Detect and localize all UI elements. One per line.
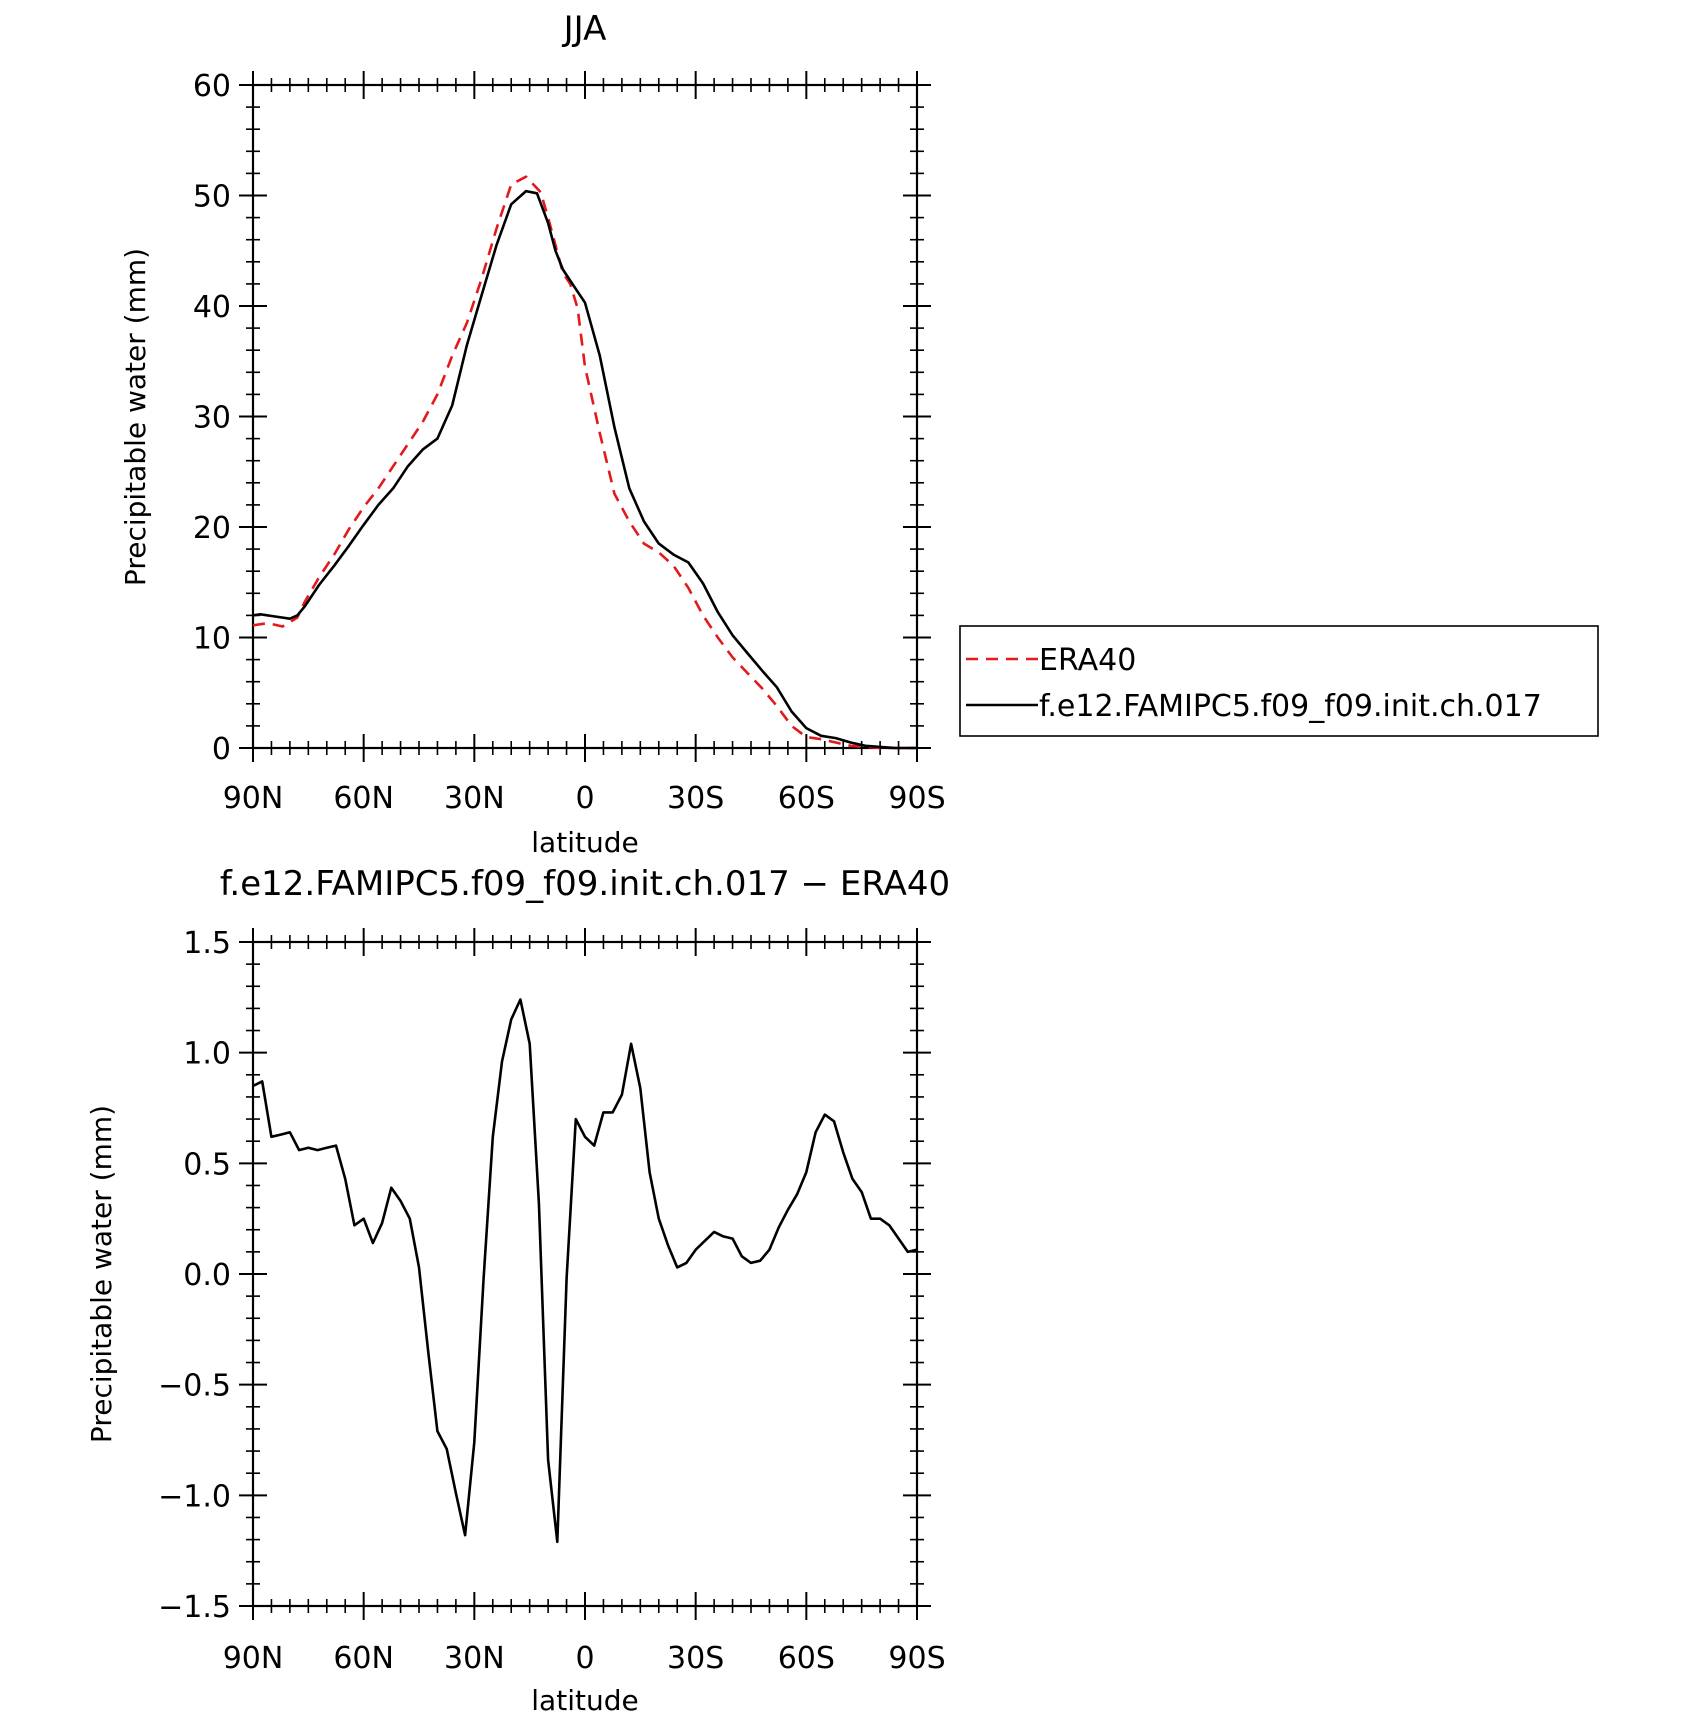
y-tick-label: 30	[193, 401, 231, 436]
x-tick-label: 60S	[778, 1641, 835, 1676]
x-tick-label: 60N	[333, 1641, 394, 1676]
y-tick-label: 1.5	[183, 926, 231, 961]
y-tick-label: 0.5	[183, 1147, 231, 1182]
series-line-f-e12-famipc5-f09-f09-init-ch-017	[252, 189, 917, 750]
y-tick-label: 1.0	[183, 1037, 231, 1072]
x-tick-label: 30S	[667, 1641, 724, 1676]
legend-entry-label: ERA40	[1039, 643, 1136, 678]
y-tick-label: 0	[212, 732, 231, 767]
y-axis-label: Precipitable water (mm)	[119, 248, 152, 586]
series-line-0	[252, 998, 918, 1544]
legend: ERA40 f.e12.FAMIPC5.f09_f09.init.ch.017	[959, 625, 1599, 737]
x-axis-label: latitude	[531, 1684, 638, 1717]
x-tick-label: 0	[575, 781, 594, 816]
y-tick-label: 40	[193, 290, 231, 325]
bottom-panel-difference: −1.5 −1.0 −0.5 0.0 0.5 1.0 1.5 90N 60N 30N 0 30S 60S…	[85, 864, 950, 1717]
x-tick-label: 90S	[888, 781, 945, 816]
x-tick-label: 60N	[333, 781, 394, 816]
x-tick-label: 90N	[223, 781, 284, 816]
x-tick-label: 0	[575, 1641, 594, 1676]
y-tick-label: 20	[193, 511, 231, 546]
x-tick-label: 90N	[223, 1641, 284, 1676]
x-tick-label: 30N	[444, 781, 505, 816]
x-axis-label: latitude	[531, 826, 638, 859]
chart-title: f.e12.FAMIPC5.f09_f09.init.ch.017 − ERA4…	[220, 864, 950, 904]
x-tick-label: 90S	[888, 1641, 945, 1676]
y-tick-label: 0.0	[183, 1258, 231, 1293]
chart-title: JJA	[562, 9, 607, 49]
y-tick-label: 50	[193, 180, 231, 215]
y-tick-label: −1.0	[158, 1479, 231, 1514]
top-panel-jja: 0 10 20 30 40 50 60 90N 60N 30N 0 30S 60S 90S JJA latit…	[119, 9, 1599, 859]
x-tick-label: 30S	[667, 781, 724, 816]
plot-frame	[251, 940, 919, 1608]
series-line-era40	[252, 175, 917, 750]
x-tick-label: 60S	[778, 781, 835, 816]
y-axis-label: Precipitable water (mm)	[85, 1105, 118, 1443]
y-tick-label: 60	[193, 69, 231, 104]
x-tick-label: 30N	[444, 1641, 505, 1676]
legend-entry-label: f.e12.FAMIPC5.f09_f09.init.ch.017	[1039, 689, 1542, 724]
y-tick-label: 10	[193, 622, 231, 657]
y-tick-label: −0.5	[158, 1369, 231, 1404]
plot-frame	[251, 83, 919, 750]
y-tick-label: −1.5	[158, 1590, 231, 1625]
legend-box	[959, 625, 1599, 737]
